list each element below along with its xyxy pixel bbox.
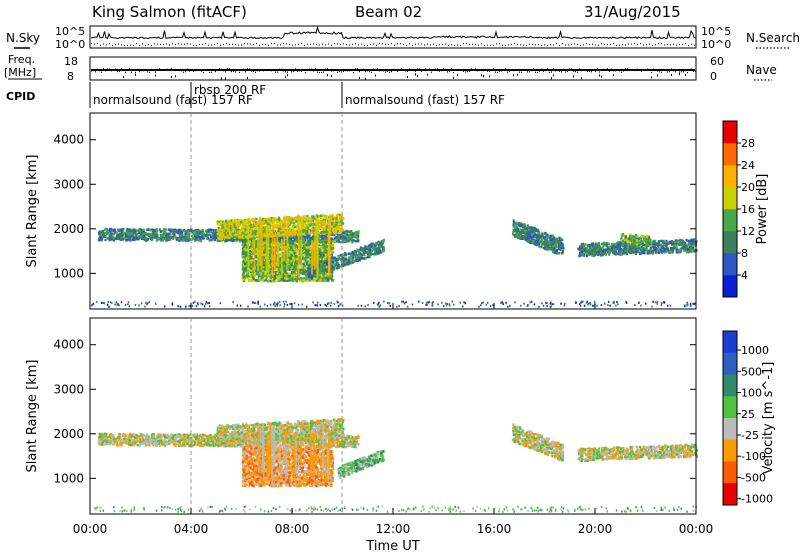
power-echo-region-3 bbox=[307, 238, 386, 279]
power-ytick-label-2: 3000 bbox=[53, 177, 84, 191]
beam-title: Beam 02 bbox=[355, 3, 422, 21]
freq-tick-high: 18 bbox=[64, 55, 78, 68]
velocity-colorbar-segment-7 bbox=[723, 483, 737, 506]
velocity-echo-region-5 bbox=[577, 443, 699, 462]
velocity-echo-region-3 bbox=[337, 450, 385, 479]
time-tick-label-0: 00:00 bbox=[73, 522, 108, 536]
power-echo-region-7 bbox=[91, 300, 696, 308]
velocity-colorbar-segment-4 bbox=[723, 418, 737, 441]
power-colorbar-tick-0: 4 bbox=[741, 269, 748, 282]
power-echo-region-4 bbox=[511, 219, 565, 255]
power-panel: 1000 2000 3000 4000 Slant Range [km] bbox=[25, 112, 698, 310]
power-colorbar-tick-4: 20 bbox=[741, 181, 755, 194]
power-echo-region-6 bbox=[620, 233, 652, 247]
velocity-echo-region-4 bbox=[511, 423, 565, 462]
power-colorbar-segment-4 bbox=[723, 187, 737, 210]
power-colorbar-segment-0 bbox=[723, 275, 737, 298]
velocity-colorbar: 1000 500 100 25 -25 -100 -500 -1000 Velocity [m… bbox=[722, 330, 776, 506]
velocity-colorbar-tick-0: 1000 bbox=[741, 344, 769, 357]
cpid-segment-3: normalsound (fast) 157 RF bbox=[345, 93, 505, 107]
velocity-colorbar-segment-6 bbox=[723, 461, 737, 484]
velocity-colorbar-segment-0 bbox=[723, 331, 737, 354]
velocity-colorbar-tick-3: 25 bbox=[741, 408, 755, 421]
velocity-colorbar-tick-1: 500 bbox=[741, 365, 762, 378]
power-colorbar-tick-5: 24 bbox=[741, 159, 755, 172]
power-y-axis: 1000 2000 3000 4000 bbox=[53, 133, 696, 280]
power-colorbar-segment-7 bbox=[723, 121, 737, 144]
velocity-echo-region-6 bbox=[93, 505, 697, 513]
power-colorbar-tick-2: 12 bbox=[741, 225, 755, 238]
nsearch-label: N.Search bbox=[746, 31, 800, 45]
cpid-row: CPID normalsound (fast) 157 RF rbsp 200 … bbox=[6, 82, 505, 108]
nsky-trace bbox=[90, 25, 696, 46]
velocity-ytick-label-1: 2000 bbox=[53, 427, 84, 441]
velocity-ytick-label-0: 1000 bbox=[53, 471, 84, 485]
time-tick-label-6: 00:00 bbox=[679, 522, 714, 536]
freq-label: Freq. bbox=[8, 53, 35, 66]
power-colorbar-label: Power [dB] bbox=[755, 174, 770, 245]
power-colorbar: 4 8 12 16 20 24 28 Power [dB] bbox=[722, 120, 770, 298]
nave-tick-high: 60 bbox=[710, 55, 724, 68]
power-echo-streaks bbox=[247, 215, 331, 278]
time-x-label: Time UT bbox=[365, 539, 419, 554]
freq-unit-label: [MHz] bbox=[4, 66, 36, 79]
velocity-colorbar-segment-1 bbox=[723, 352, 737, 375]
velocity-colorbar-tick-5: -100 bbox=[741, 450, 766, 463]
nsky-tick-high: 10^5 bbox=[55, 25, 85, 38]
velocity-colorbar-tick-7: -1000 bbox=[741, 493, 773, 506]
time-tick-label-4: 16:00 bbox=[477, 522, 512, 536]
time-tick-label-5: 20:00 bbox=[578, 522, 613, 536]
nave-label: Nave bbox=[746, 63, 777, 77]
velocity-colorbar-segment-5 bbox=[723, 439, 737, 462]
velocity-y-label: Slant Range [km] bbox=[25, 360, 40, 473]
nave-tick-low: 0 bbox=[710, 70, 717, 83]
power-y-label: Slant Range [km] bbox=[25, 155, 40, 268]
power-colorbar-tick-6: 28 bbox=[741, 137, 755, 150]
power-colorbar-segment-3 bbox=[723, 209, 737, 232]
power-ytick-label-0: 1000 bbox=[53, 266, 84, 280]
freq-tick-low: 8 bbox=[67, 70, 74, 83]
velocity-colorbar-segment-3 bbox=[723, 396, 737, 419]
time-tick-label-1: 04:00 bbox=[174, 522, 209, 536]
velocity-colorbar-tick-6: -500 bbox=[741, 471, 766, 484]
nsky-tick-low: 10^0 bbox=[55, 38, 85, 51]
time-x-axis: 00:00 04:00 08:00 12:00 16:00 20:00 00:00 bbox=[73, 303, 714, 536]
velocity-ytick-label-2: 3000 bbox=[53, 382, 84, 396]
power-colorbar-segment-6 bbox=[723, 143, 737, 166]
nsky-panel: N.Sky 10^5 10^0 10^5 10^0 N.Search bbox=[6, 25, 800, 51]
freq-panel: Freq. [MHz] 18 8 60 0 Nave bbox=[4, 53, 777, 83]
cpid-label: CPID bbox=[6, 90, 35, 103]
date-title: 31/Aug/2015 bbox=[584, 3, 681, 21]
freq-trace bbox=[91, 68, 696, 80]
time-tick-label-3: 12:00 bbox=[376, 522, 411, 536]
power-colorbar-tick-3: 16 bbox=[741, 203, 755, 216]
velocity-colorbar-tick-2: 100 bbox=[741, 387, 762, 400]
velocity-echo-streaks bbox=[257, 422, 331, 481]
power-echoes bbox=[91, 213, 698, 308]
power-echo-region-5 bbox=[577, 238, 698, 258]
velocity-y-axis: 1000 2000 3000 4000 bbox=[53, 338, 696, 485]
power-colorbar-segment-2 bbox=[723, 231, 737, 254]
velocity-echo-region-2 bbox=[241, 445, 335, 488]
cpid-segment-1: normalsound (fast) 157 RF bbox=[93, 93, 253, 107]
velocity-colorbar-segment-2 bbox=[723, 374, 737, 397]
power-colorbar-tick-1: 8 bbox=[741, 247, 748, 260]
power-ytick-label-1: 2000 bbox=[53, 222, 84, 236]
nsky-label: N.Sky bbox=[6, 31, 40, 45]
velocity-colorbar-label: Velocity [m s^-1] bbox=[761, 362, 776, 475]
velocity-ytick-label-3: 4000 bbox=[53, 338, 84, 352]
velocity-echo-region-1 bbox=[216, 418, 345, 445]
power-colorbar-segment-1 bbox=[723, 253, 737, 276]
cpid-segment-2: rbsp 200 RF bbox=[194, 83, 266, 97]
velocity-echoes bbox=[93, 418, 699, 513]
power-colorbar-segment-5 bbox=[723, 165, 737, 188]
nsearch-tick-low: 10^0 bbox=[701, 38, 731, 51]
velocity-colorbar-tick-4: -25 bbox=[741, 429, 759, 442]
nsearch-tick-high: 10^5 bbox=[701, 25, 731, 38]
station-title: King Salmon (fitACF) bbox=[92, 3, 247, 21]
power-ytick-label-3: 4000 bbox=[53, 133, 84, 147]
time-tick-label-2: 08:00 bbox=[275, 522, 310, 536]
